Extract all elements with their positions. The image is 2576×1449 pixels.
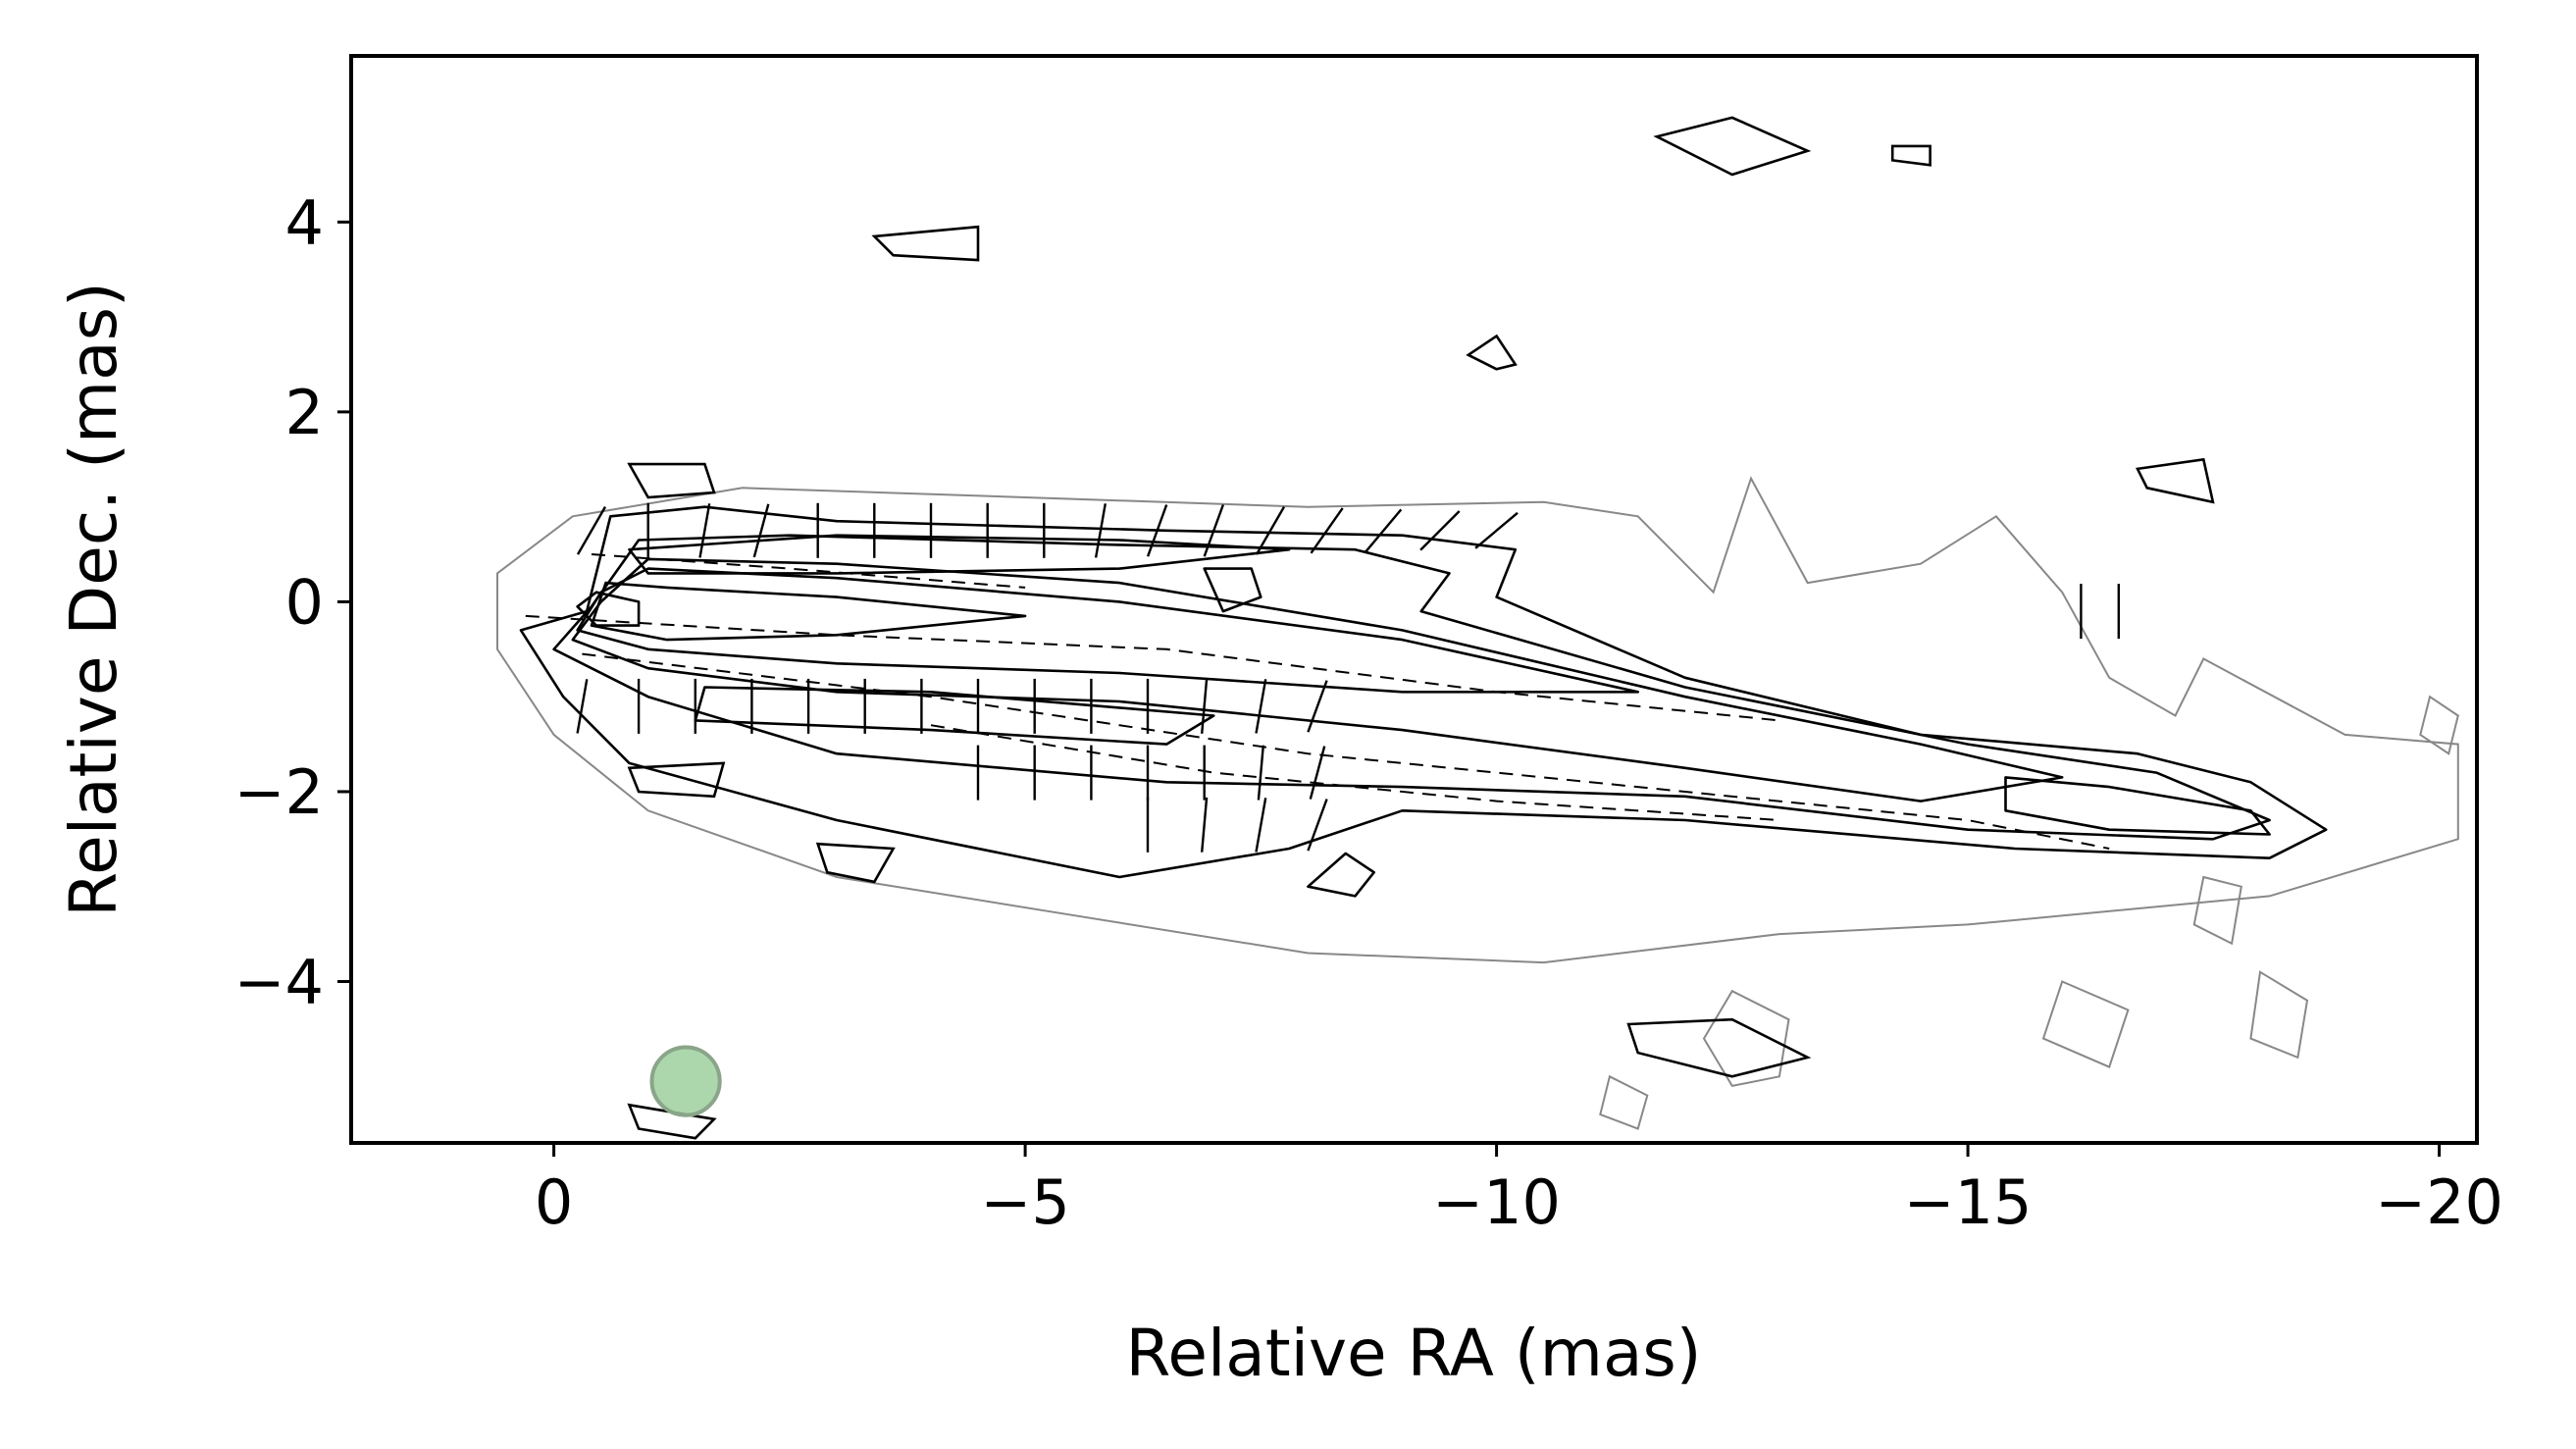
contour-line-level-4 — [576, 567, 1639, 694]
x-tick-label: −15 — [1904, 1166, 2033, 1238]
evpa-vector — [1255, 505, 1286, 555]
lowest-contour — [2249, 970, 2309, 1060]
y-tick-label: 0 — [285, 566, 324, 638]
evpa-vector — [1094, 503, 1107, 558]
y-axis-label: Relative Dec. (mas) — [56, 282, 131, 916]
isolated-contour — [1626, 1017, 1812, 1078]
contour-line-level-5 — [590, 581, 1027, 642]
evpa-vector — [1309, 746, 1326, 800]
isolated-contour — [815, 842, 896, 884]
isolated-contour — [1466, 334, 1518, 371]
evpa-vector — [698, 503, 711, 558]
lowest-contour — [2419, 695, 2459, 755]
isolated-contour — [627, 462, 716, 499]
isolated-contour — [627, 761, 726, 799]
x-tick-label: −10 — [1432, 1166, 1561, 1238]
evpa-vector — [1307, 799, 1328, 852]
evpa-vector — [1146, 504, 1168, 557]
contour-line-level-2 — [552, 534, 2271, 841]
lowest-contour — [2192, 875, 2242, 946]
x-tick-label: −20 — [2375, 1166, 2503, 1238]
contour-line-level-1 — [519, 505, 2328, 879]
x-axis-label: Relative RA (mas) — [1125, 1316, 1701, 1391]
contour-line-level-9 — [2004, 776, 2271, 836]
ridge-line — [930, 724, 1779, 821]
isolated-contour — [2136, 457, 2215, 504]
evpa-vector — [1307, 680, 1328, 733]
plot-frame — [349, 54, 2479, 1145]
contour-line-level-3 — [571, 557, 2064, 802]
beam-ellipse — [649, 1045, 722, 1117]
contour-line-level-10 — [1203, 567, 1262, 613]
evpa-vector — [752, 503, 770, 558]
evpa-vector — [1255, 679, 1267, 734]
evpa-vector — [1255, 798, 1267, 853]
y-tick-label: −4 — [234, 946, 324, 1017]
evpa-vector — [576, 679, 589, 734]
contour-line-level-11 — [1307, 852, 1375, 898]
isolated-contour — [1653, 116, 1812, 177]
contour-line-level-8 — [628, 534, 1291, 575]
evpa-vector — [1419, 510, 1461, 551]
x-tick-label: 0 — [535, 1166, 573, 1238]
y-tick-label: 4 — [285, 186, 324, 258]
evpa-vector — [1365, 508, 1403, 553]
evpa-vector — [1310, 507, 1344, 554]
x-axis: 0 −5 −10 −15 −20 — [535, 1143, 2503, 1238]
lowest-contour — [496, 476, 2459, 964]
plot-content — [496, 116, 2459, 1140]
y-axis: 4 2 0 −2 −4 — [234, 186, 351, 1017]
y-tick-label: 2 — [285, 377, 324, 448]
evpa-vector — [1474, 511, 1519, 549]
evpa-vector — [576, 505, 607, 555]
evpa-vector — [1203, 504, 1225, 557]
evpa-vector — [1257, 745, 1264, 801]
evpa-vector — [1201, 797, 1209, 853]
contour-line-level-6 — [576, 591, 641, 627]
y-tick-label: −2 — [234, 756, 324, 828]
ridge-line — [525, 614, 1780, 722]
x-tick-label: −5 — [980, 1166, 1069, 1238]
lowest-contour — [1702, 989, 1790, 1088]
evpa-vector — [1201, 678, 1209, 734]
lowest-contour — [2041, 980, 2130, 1068]
lowest-contour — [1599, 1074, 1649, 1130]
isolated-contour — [1890, 144, 1932, 167]
isolated-contour — [871, 225, 980, 262]
